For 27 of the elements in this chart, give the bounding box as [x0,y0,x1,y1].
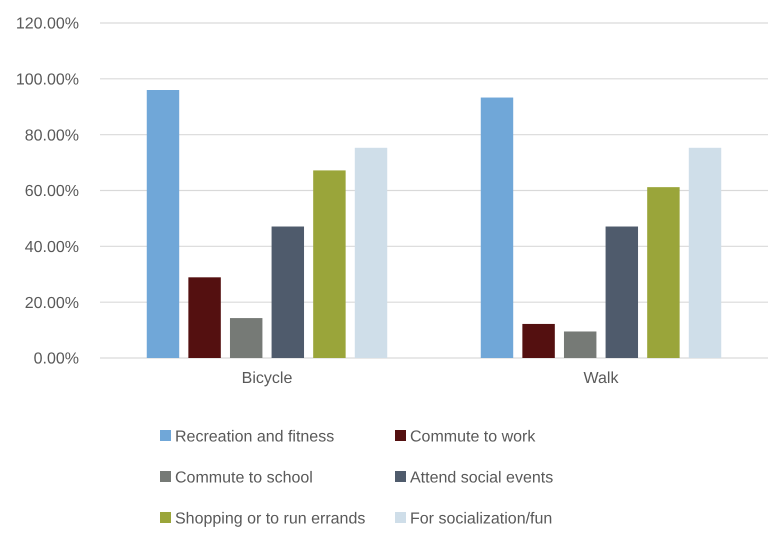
bar [230,318,262,358]
bar [522,324,555,358]
x-tick-label: Walk [584,370,620,387]
y-tick-label: 80.00% [24,127,79,144]
legend-label: For socialization/fun [410,510,552,528]
bar [564,331,596,358]
bar [480,98,514,358]
bar [647,187,680,358]
legend-label: Commute to school [175,470,313,487]
legend-label: Shopping or to run errands [175,510,366,528]
bar [188,277,221,358]
legend-label: Commute to work [410,428,536,446]
y-tick-label: 60.00% [24,183,79,200]
bar [688,148,722,358]
y-tick-label: 100.00% [16,71,79,88]
bar [606,226,638,358]
y-tick-label: 20.00% [24,294,79,312]
legend-label: Recreation and fitness [175,428,334,446]
y-tick-label: 120.00% [16,16,79,33]
legend-label: Attend social events [410,470,554,487]
x-tick-label: Bicycle [242,370,292,387]
bar [272,226,304,358]
bar [146,90,180,358]
bar [354,148,388,358]
y-tick-label: 40.00% [24,238,79,256]
bar [313,170,346,358]
y-tick-label: 0.00% [34,350,79,368]
